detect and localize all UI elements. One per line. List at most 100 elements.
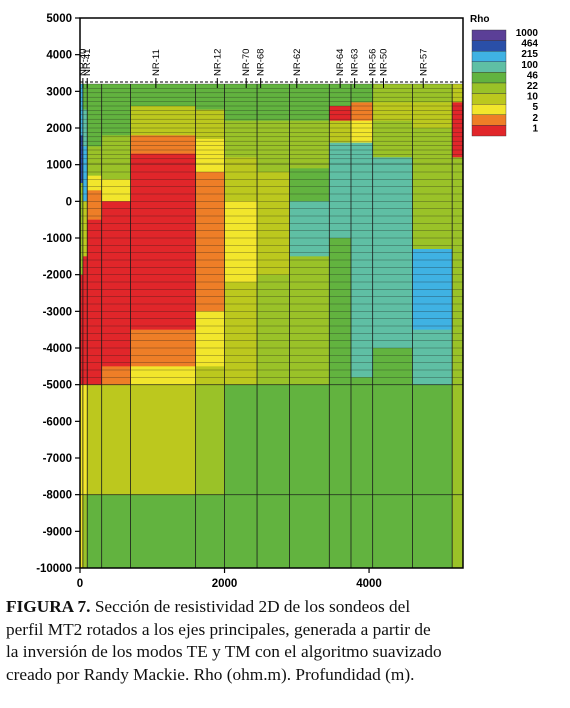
resistivity-cell-12-2 <box>412 128 453 250</box>
resistivity-cell-10-1 <box>350 102 373 121</box>
y-tick-label-4: 1000 <box>46 160 72 172</box>
air-region <box>80 18 463 84</box>
y-tick-label-8: -3000 <box>43 306 72 318</box>
resistivity-cell-4-0 <box>130 84 196 107</box>
layer-lines <box>80 83 463 496</box>
y-tick-label-5: 0 <box>66 196 72 208</box>
resistivity-cell-9-3 <box>329 142 352 239</box>
station-label-6: NR-62 <box>292 49 303 76</box>
resistivity-cell-1-6 <box>82 494 88 569</box>
y-tick-label-15: -10000 <box>36 563 72 575</box>
resistivity-cell-11-0 <box>372 84 413 103</box>
resistivity-cell-8-4 <box>289 256 330 385</box>
station-label-11: NR-57 <box>418 49 429 76</box>
resistivity-cell-12-1 <box>412 102 453 129</box>
resistivity-cell-3-4 <box>101 366 131 385</box>
station-label-7: NR-64 <box>335 49 346 76</box>
legend-title: Rho <box>470 14 489 25</box>
station-label-1: NR-41 <box>82 49 93 76</box>
y-tick-label-11: -6000 <box>43 416 72 428</box>
legend-label-2: 215 <box>521 49 538 60</box>
resistivity-cell-4-6 <box>130 384 196 495</box>
resistivity-cell-10-2 <box>350 120 373 143</box>
caption-text-1: Sección de resistividad 2D de los sondeo… <box>90 597 411 616</box>
resistivity-cell-1-4 <box>82 256 88 385</box>
resistivity-cell-7-0 <box>257 84 290 121</box>
resistivity-cell-2-0 <box>87 84 102 147</box>
resistivity-cell-5-5 <box>195 366 225 385</box>
legend-label-9: 1 <box>532 123 538 134</box>
y-tick-label-7: -2000 <box>43 270 72 282</box>
resistivity-cell-1-5 <box>82 384 88 495</box>
column-lines <box>82 84 453 568</box>
resistivity-cell-3-0 <box>101 84 131 136</box>
resistivity-cell-9-2 <box>329 120 352 143</box>
resistivity-cell-0-1 <box>80 135 84 184</box>
resistivity-cell-9-1 <box>329 106 352 121</box>
station-label-10: NR-50 <box>379 49 390 76</box>
y-tick-label-2: 3000 <box>46 86 72 98</box>
caption-line-4: creado por Randy Mackie. Rho (ohm.m). Pr… <box>6 664 415 684</box>
resistivity-cell-4-2 <box>130 135 196 154</box>
resistivity-cell-7-4 <box>257 384 290 569</box>
legend-swatch-8 <box>471 114 507 126</box>
resistivity-cell-10-0 <box>350 84 373 103</box>
y-tick-label-10: -5000 <box>43 380 72 392</box>
resistivity-cell-3-3 <box>101 201 131 367</box>
x-tick-label-2: 4000 <box>356 578 382 590</box>
resistivity-cell-11-4 <box>372 348 413 385</box>
resistivity-cell-8-0 <box>289 84 330 121</box>
y-tick-label-0: 5000 <box>46 13 72 25</box>
station-label-4: NR-70 <box>241 49 252 76</box>
y-tick-label-6: -1000 <box>43 233 72 245</box>
station-label-8: NR-63 <box>350 49 361 76</box>
resistivity-cell-9-0 <box>329 84 352 107</box>
resistivity-cell-12-4 <box>412 329 453 385</box>
resistivity-cell-5-3 <box>195 172 225 312</box>
legend-label-3: 100 <box>521 60 538 71</box>
legend-label-4: 46 <box>527 70 539 81</box>
resistivity-cell-9-5 <box>329 384 352 569</box>
resistivity-cell-3-5 <box>101 384 131 495</box>
resistivity-cell-1-0 <box>82 84 88 110</box>
resistivity-cell-0-0 <box>80 84 84 136</box>
station-label-9: NR-56 <box>368 49 379 76</box>
resistivity-cell-0-3 <box>80 274 84 385</box>
legend-label-7: 5 <box>532 102 538 113</box>
x-tick-label-0: 0 <box>77 578 83 590</box>
resistivity-cell-3-1 <box>101 135 131 180</box>
resistivity-cell-2-4 <box>87 219 102 385</box>
legend-swatch-6 <box>471 93 507 105</box>
resistivity-cell-8-1 <box>289 120 330 169</box>
legend-label-6: 10 <box>527 92 539 103</box>
resistivity-cell-12-5 <box>412 384 453 569</box>
resistivity-cell-6-1 <box>224 120 258 158</box>
y-tick-label-9: -4000 <box>43 343 72 355</box>
resistivity-cell-8-2 <box>289 168 330 202</box>
legend-label-0: 1000 <box>516 28 539 39</box>
resistivity-cell-1-3 <box>82 201 88 257</box>
y-tick-label-1: 4000 <box>46 50 72 62</box>
station-label-2: NR-11 <box>151 49 162 76</box>
resistivity-cell-3-2 <box>101 179 131 202</box>
resistivity-cell-7-3 <box>257 274 290 385</box>
resistivity-cells <box>80 18 464 569</box>
resistivity-cell-5-2 <box>195 139 225 173</box>
y-axis: 5000 4000 3000 2000 1000 0 -1000 -2000 -3000 -400… <box>36 13 80 575</box>
plot-frame <box>79 17 464 569</box>
x-tick-label-1: 2000 <box>212 578 238 590</box>
resistivity-cell-5-4 <box>195 311 225 367</box>
resistivity-cell-6-5 <box>224 384 258 569</box>
y-tick-label-12: -7000 <box>43 453 72 465</box>
resistivity-cell-11-5 <box>372 384 413 569</box>
resistivity-cell-2-1 <box>87 146 102 176</box>
resistivity-cell-0-4 <box>80 384 84 569</box>
caption-line-3: la inversión de los modos TE y TM con el… <box>6 642 442 661</box>
station-label-0: NR-40 <box>78 49 89 76</box>
figure-caption: FIGURA 7. Sección de resistividad 2D de … <box>6 596 562 686</box>
caption-line-1: FIGURA 7. Sección de resistividad 2D de … <box>6 596 562 619</box>
legend-label-1: 464 <box>521 39 538 50</box>
